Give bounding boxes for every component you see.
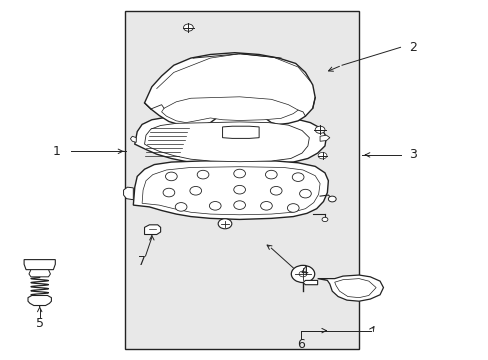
Polygon shape (303, 280, 317, 285)
Circle shape (175, 203, 186, 211)
Circle shape (233, 201, 245, 210)
Circle shape (315, 126, 325, 134)
Circle shape (233, 169, 245, 178)
Circle shape (291, 265, 314, 283)
Circle shape (270, 186, 282, 195)
Circle shape (265, 170, 277, 179)
Circle shape (299, 189, 311, 198)
Bar (125, 12, 358, 348)
Polygon shape (222, 126, 259, 138)
Polygon shape (142, 167, 320, 215)
Polygon shape (161, 97, 298, 123)
Polygon shape (317, 275, 383, 301)
Circle shape (233, 185, 245, 194)
Polygon shape (334, 279, 375, 298)
Circle shape (209, 202, 221, 210)
Polygon shape (28, 296, 51, 306)
Text: 4: 4 (300, 265, 307, 278)
Polygon shape (144, 53, 315, 126)
Polygon shape (123, 187, 133, 200)
Circle shape (287, 204, 299, 212)
Text: 7: 7 (138, 255, 146, 268)
Circle shape (183, 24, 193, 31)
Polygon shape (135, 116, 326, 165)
Polygon shape (24, 260, 55, 270)
Circle shape (322, 217, 327, 222)
Polygon shape (29, 270, 50, 277)
Text: 6: 6 (296, 338, 304, 351)
Circle shape (328, 196, 335, 202)
Polygon shape (133, 160, 328, 220)
Circle shape (218, 219, 231, 229)
Polygon shape (320, 135, 329, 141)
Polygon shape (130, 136, 136, 142)
Circle shape (163, 188, 174, 197)
Circle shape (260, 202, 272, 210)
Circle shape (189, 186, 201, 195)
Text: 5: 5 (36, 317, 43, 330)
Polygon shape (144, 225, 160, 234)
Text: 1: 1 (53, 145, 61, 158)
Circle shape (299, 271, 306, 277)
Circle shape (197, 170, 208, 179)
Circle shape (165, 172, 177, 181)
Polygon shape (144, 122, 309, 162)
Circle shape (318, 152, 326, 159)
Text: 3: 3 (408, 148, 416, 161)
Text: 2: 2 (408, 41, 416, 54)
Circle shape (292, 173, 304, 181)
